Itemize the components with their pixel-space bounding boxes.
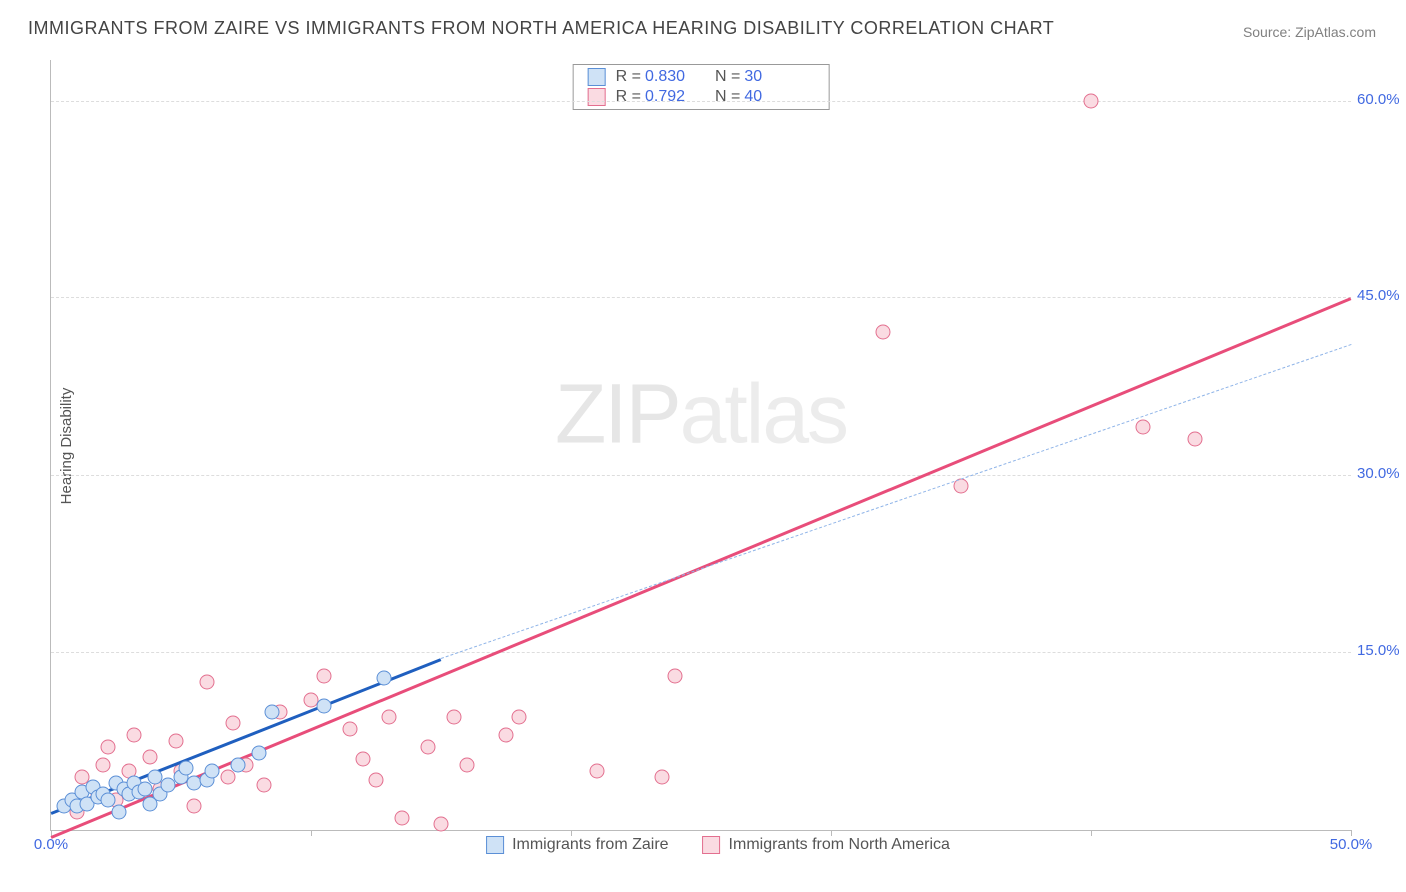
data-point [168, 734, 183, 749]
x-tick-mark [831, 830, 832, 836]
data-point [499, 728, 514, 743]
data-point [101, 740, 116, 755]
data-point [590, 763, 605, 778]
r-value-zaire: 0.830 [645, 68, 697, 86]
data-point [317, 698, 332, 713]
data-point [111, 805, 126, 820]
n-value-zaire: 30 [744, 68, 796, 86]
x-tick-mark [571, 830, 572, 836]
legend: Immigrants from Zaire Immigrants from No… [452, 830, 950, 854]
data-point [512, 710, 527, 725]
gridline [51, 297, 1351, 298]
stats-box: R = 0.830 N = 30 R = 0.792 N = 40 [573, 64, 830, 110]
data-point [447, 710, 462, 725]
data-point [369, 773, 384, 788]
data-point [265, 704, 280, 719]
plot-area: ZIPatlas R = 0.830 N = 30 R = 0.792 N = … [50, 60, 1351, 831]
gridline [51, 101, 1351, 102]
y-tick-label: 45.0% [1357, 287, 1406, 304]
source-credit: Source: ZipAtlas.com [1243, 24, 1376, 40]
x-tick-mark [311, 830, 312, 836]
data-point [231, 757, 246, 772]
data-point [460, 757, 475, 772]
data-point [200, 674, 215, 689]
data-point [187, 799, 202, 814]
data-point [137, 781, 152, 796]
data-point [142, 749, 157, 764]
trend-line [441, 344, 1351, 659]
data-point [205, 763, 220, 778]
data-point [356, 751, 371, 766]
data-point [343, 722, 358, 737]
data-point [257, 778, 272, 793]
swatch-na [588, 88, 606, 106]
r-value-na: 0.792 [645, 88, 697, 106]
swatch-zaire [588, 68, 606, 86]
data-point [382, 710, 397, 725]
stats-row-na: R = 0.792 N = 40 [588, 87, 815, 107]
data-point [226, 716, 241, 731]
legend-swatch-na [703, 836, 721, 854]
data-point [317, 669, 332, 684]
legend-label-na: Immigrants from North America [729, 836, 950, 854]
data-point [96, 757, 111, 772]
data-point [127, 728, 142, 743]
gridline [51, 475, 1351, 476]
y-tick-label: 15.0% [1357, 642, 1406, 659]
watermark-thin: atlas [680, 367, 847, 461]
watermark: ZIPatlas [555, 366, 847, 463]
r-label: R = [616, 68, 641, 86]
legend-label-zaire: Immigrants from Zaire [512, 836, 668, 854]
data-point [668, 669, 683, 684]
watermark-bold: ZIP [555, 367, 680, 461]
data-point [1136, 420, 1151, 435]
legend-swatch-zaire [486, 836, 504, 854]
x-tick-mark [1091, 830, 1092, 836]
n-label: N = [715, 88, 740, 106]
data-point [1084, 94, 1099, 109]
data-point [1188, 432, 1203, 447]
data-point [252, 746, 267, 761]
chart-title: IMMIGRANTS FROM ZAIRE VS IMMIGRANTS FROM… [28, 18, 1054, 39]
data-point [220, 769, 235, 784]
r-label: R = [616, 88, 641, 106]
stats-row-zaire: R = 0.830 N = 30 [588, 67, 815, 87]
gridline [51, 652, 1351, 653]
data-point [421, 740, 436, 755]
data-point [179, 761, 194, 776]
data-point [434, 817, 449, 832]
data-point [655, 769, 670, 784]
n-label: N = [715, 68, 740, 86]
data-point [395, 811, 410, 826]
data-point [376, 671, 391, 686]
y-tick-label: 60.0% [1357, 91, 1406, 108]
data-point [876, 325, 891, 340]
n-value-na: 40 [744, 88, 796, 106]
x-tick-label: 50.0% [1330, 830, 1373, 853]
y-tick-label: 30.0% [1357, 465, 1406, 482]
